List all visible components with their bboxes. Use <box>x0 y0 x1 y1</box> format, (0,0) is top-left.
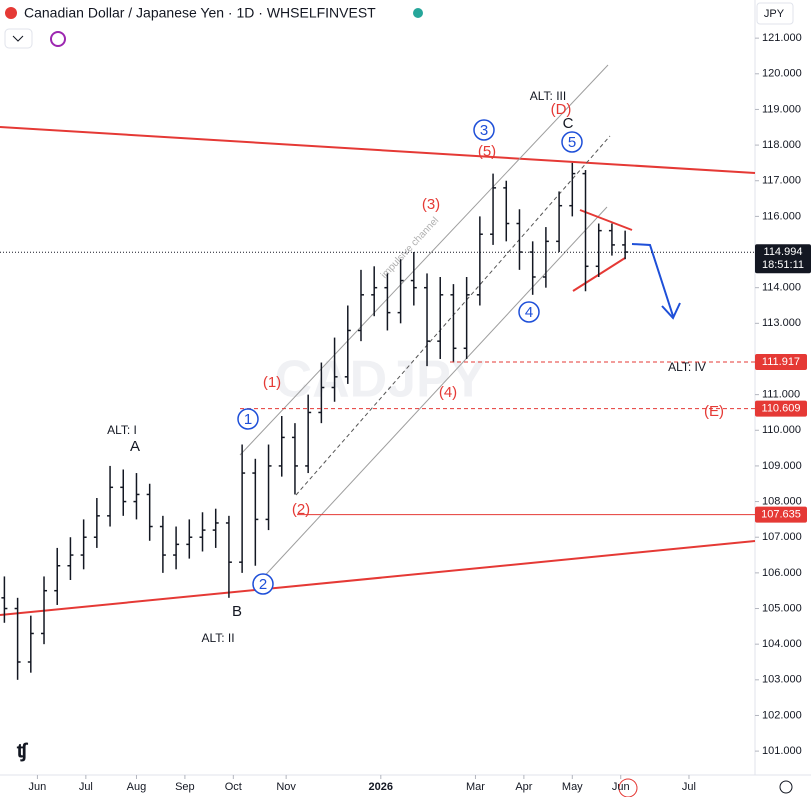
wave-label: B <box>232 603 242 620</box>
wave-circle <box>252 573 274 595</box>
wave-label: (2) <box>292 501 310 518</box>
wave-label: (4) <box>439 384 457 401</box>
level-tag <box>755 506 807 523</box>
currency: JPY <box>764 8 785 20</box>
x-tick-label: Aug <box>127 781 147 793</box>
y-tick-label: 102.000 <box>762 709 802 721</box>
triangle-line <box>579 209 633 231</box>
wave-label: (D) <box>551 101 572 118</box>
x-tick-label: May <box>562 781 583 793</box>
y-tick-label: 105.000 <box>762 602 802 614</box>
y-tick-label: 116.000 <box>762 210 801 222</box>
x-tick-label: Jul <box>682 781 696 793</box>
x-tick-label: Mar <box>466 781 485 793</box>
y-tick-label: 110.000 <box>762 424 801 436</box>
wave-label: 4 <box>525 304 533 321</box>
channel-line <box>239 64 609 456</box>
level-tag <box>755 400 807 417</box>
y-tick-label: 113.000 <box>762 317 801 329</box>
wave-label: 5 <box>568 134 576 151</box>
y-tick-label: 120.000 <box>762 68 802 80</box>
x-tick-label: Jun <box>612 781 630 793</box>
wave-label: 3 <box>480 122 488 139</box>
wave-label: ALT: IV <box>668 360 706 374</box>
x-tick-label: Jul <box>79 781 93 793</box>
chevron <box>12 35 24 42</box>
x-tick-label: Jun <box>29 781 47 793</box>
x-tick-label: Apr <box>515 781 532 793</box>
level-label: 111.917 <box>762 356 800 368</box>
wave-circle <box>237 408 259 430</box>
wave-label: (3) <box>422 196 440 213</box>
y-tick-label: 121.000 <box>762 32 802 44</box>
y-tick-label: 101.000 <box>762 745 802 757</box>
wave-label: 2 <box>259 576 267 593</box>
countdown: 18:51:11 <box>762 259 804 271</box>
status-dot <box>413 8 423 18</box>
x-tick-label: Sep <box>175 781 195 793</box>
wave-label: A <box>130 438 140 455</box>
y-tick-label: 106.000 <box>762 567 802 579</box>
currency-box[interactable] <box>756 2 794 25</box>
arrow-head <box>661 302 681 320</box>
y-tick-label: 114.000 <box>762 282 801 294</box>
channel-line <box>257 206 608 584</box>
collapse-button[interactable] <box>4 28 33 49</box>
y-tick-label: 118.000 <box>762 139 801 151</box>
chart-title: Canadian Dollar / Japanese Yen · 1D · WH… <box>24 5 376 21</box>
x-tick-label: 2026 <box>369 781 393 793</box>
logo: ʧ <box>17 740 29 762</box>
wave-label: ALT: I <box>107 423 137 437</box>
price-tag <box>755 244 811 274</box>
symbol-icon <box>5 7 17 19</box>
wave-label: 1 <box>244 411 252 428</box>
level-label: 110.609 <box>762 402 801 414</box>
y-tick-label: 103.000 <box>762 674 802 686</box>
refresh-icon[interactable] <box>50 31 66 47</box>
wave-label: C <box>563 115 574 132</box>
wave-label: (1) <box>263 374 281 391</box>
wave-label: (E) <box>704 403 724 420</box>
projection-arrow <box>631 243 674 317</box>
y-tick-label: 107.000 <box>762 531 802 543</box>
y-tick-label: 111.000 <box>762 389 800 401</box>
wave-circle <box>473 119 495 141</box>
level-label: 107.635 <box>761 508 801 520</box>
x-tick-label: Nov <box>276 781 296 793</box>
price-label: 114.994 <box>764 246 803 258</box>
level-tag <box>755 353 807 370</box>
y-tick-label: 108.000 <box>762 495 802 507</box>
trend-line <box>0 126 756 174</box>
flag-icon <box>618 778 638 797</box>
y-tick-label: 109.000 <box>762 460 802 472</box>
wave-label: (5) <box>478 143 496 160</box>
x-tick-label: Oct <box>225 781 242 793</box>
settings-icon[interactable] <box>779 780 793 794</box>
wave-circle <box>518 301 540 323</box>
wave-label: ALT: II <box>201 631 234 645</box>
channel-label: impulsive channel <box>379 215 441 281</box>
trend-line <box>0 540 756 616</box>
wave-label: ALT: III <box>530 89 566 103</box>
y-tick-label: 117.000 <box>762 175 801 187</box>
y-tick-label: 104.000 <box>762 638 802 650</box>
wave-circle <box>561 131 583 153</box>
y-tick-label: 119.000 <box>762 103 801 115</box>
